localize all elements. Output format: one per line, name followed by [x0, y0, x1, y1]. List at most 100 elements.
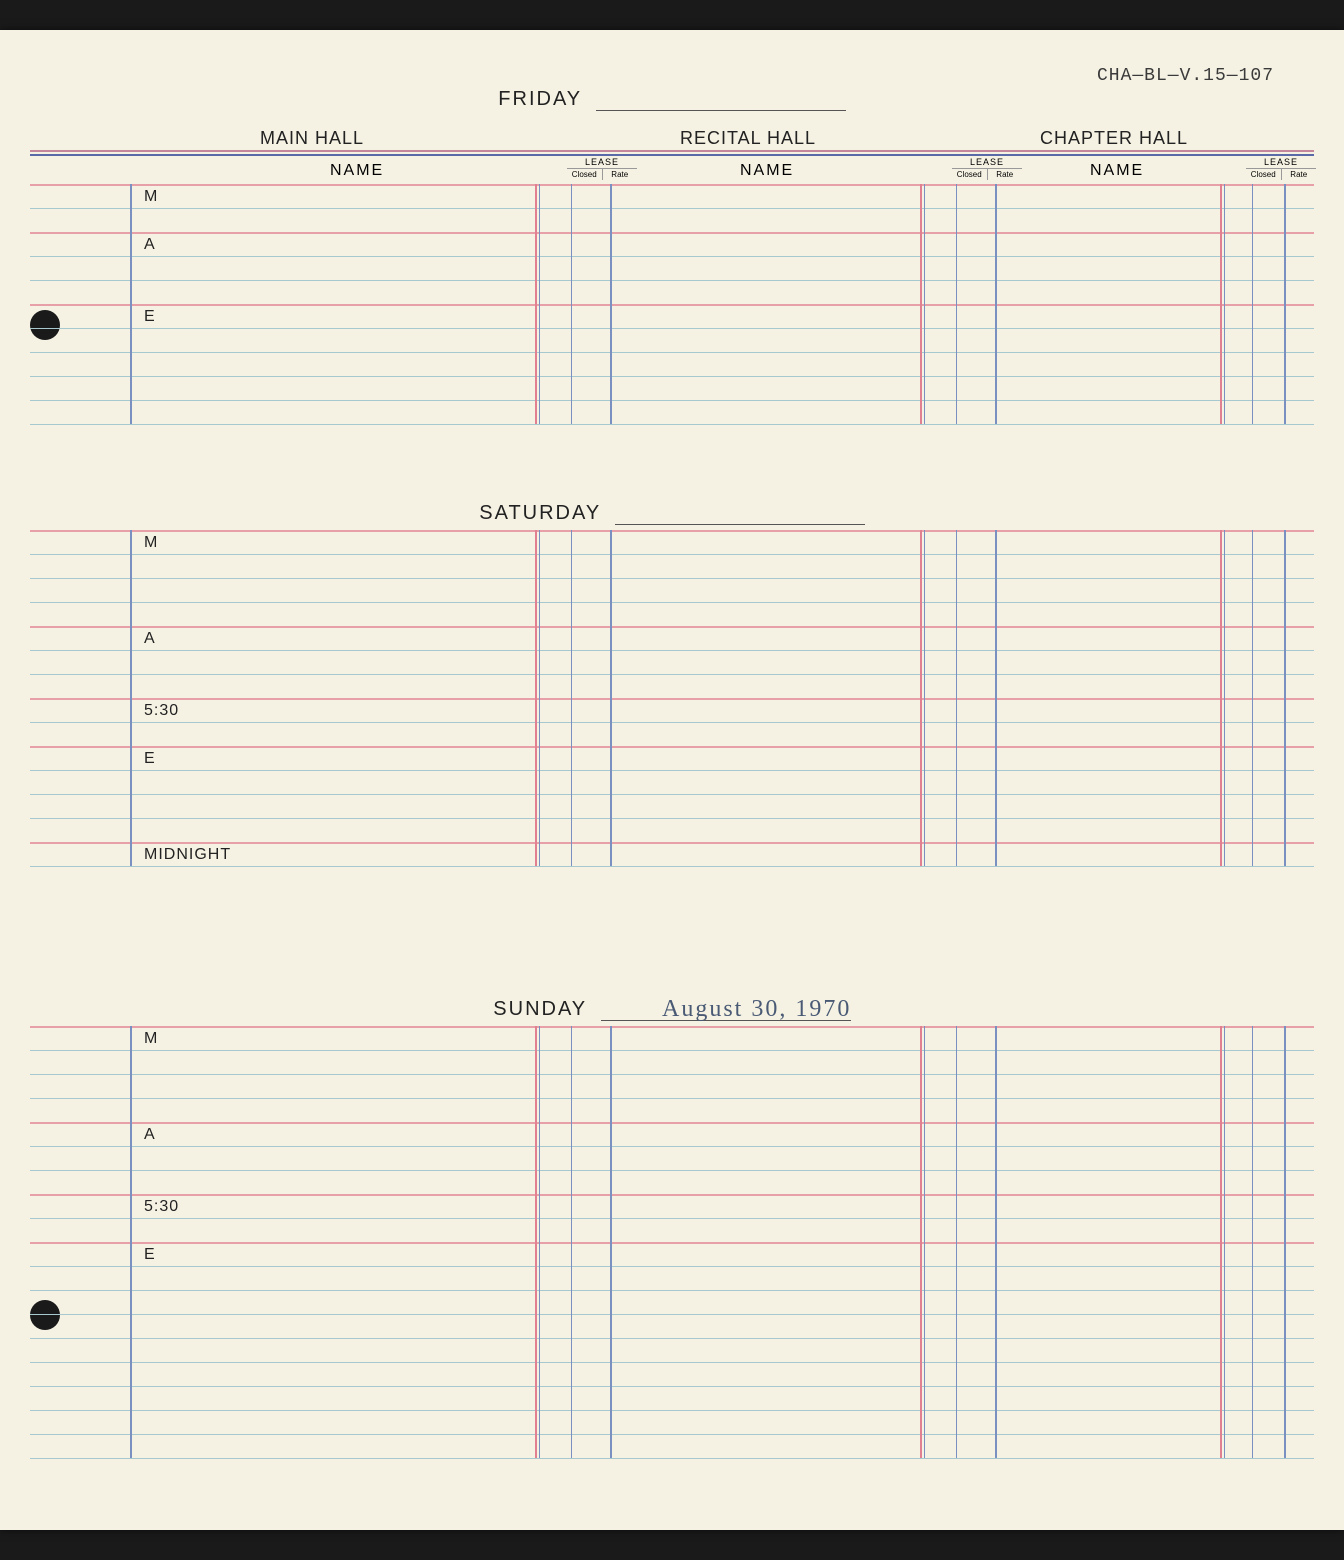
lines-area: M A 5:30 E MIDNIGHT — [30, 530, 1314, 866]
time-label-five_thirty: 5:30 — [144, 702, 179, 720]
hline — [30, 650, 1314, 651]
vline — [610, 1026, 612, 1458]
vline — [571, 184, 572, 424]
vline — [535, 530, 537, 866]
lines-area: MA5:30E — [30, 1026, 1314, 1458]
hline — [30, 602, 1314, 603]
hline — [30, 400, 1314, 401]
day-label: SATURDAY — [479, 502, 601, 525]
name-header: NAME — [330, 162, 384, 180]
ledger-block-sunday: MA5:30E — [30, 1026, 1314, 1458]
time-label-five_thirty: 5:30 — [144, 1198, 179, 1216]
ledger-block-saturday: M A 5:30 E MIDNIGHT — [30, 530, 1314, 866]
name-header: NAME — [740, 162, 794, 180]
hline — [30, 424, 1314, 425]
hline — [30, 352, 1314, 353]
hline — [30, 208, 1314, 209]
hline — [30, 1146, 1314, 1147]
vline — [610, 184, 612, 424]
vline — [535, 1026, 537, 1458]
vline — [1284, 1026, 1286, 1458]
handwritten-date: August 30, 1970 — [662, 996, 851, 1023]
vline — [1252, 184, 1253, 424]
day-title-sunday: SUNDAY August 30, 1970 — [0, 998, 1344, 1021]
lease-header: LEASE ClosedRate — [1246, 156, 1316, 184]
hline — [30, 1290, 1314, 1291]
time-label-m: M — [144, 188, 158, 206]
hline — [30, 1266, 1314, 1267]
column-header-row: NAME LEASE ClosedRate NAME LEASE ClosedR… — [30, 156, 1314, 184]
hall-header-main: MAIN HALL — [260, 128, 364, 149]
vline — [130, 530, 132, 866]
vline — [1220, 530, 1222, 866]
vline — [1252, 1026, 1253, 1458]
lease-header: LEASE ClosedRate — [952, 156, 1022, 184]
hline — [30, 280, 1314, 281]
time-label-m: M — [144, 534, 158, 552]
vline — [539, 1026, 540, 1458]
vline — [1220, 184, 1222, 424]
vline — [1284, 184, 1286, 424]
hline — [30, 770, 1314, 771]
vline — [995, 530, 997, 866]
vline — [920, 1026, 922, 1458]
hline — [30, 256, 1314, 257]
time-label-midnight: MIDNIGHT — [144, 846, 231, 864]
time-label-e: E — [144, 308, 156, 326]
time-label-m: M — [144, 1030, 158, 1048]
hline — [30, 674, 1314, 675]
vline — [924, 1026, 925, 1458]
hline — [30, 1218, 1314, 1219]
name-header: NAME — [1090, 162, 1144, 180]
vline — [1224, 184, 1225, 424]
day-title-friday: FRIDAY — [0, 88, 1344, 111]
vline — [924, 184, 925, 424]
hline — [30, 1458, 1314, 1459]
underline — [596, 97, 846, 111]
hline — [30, 1050, 1314, 1051]
hline — [30, 818, 1314, 819]
hline — [30, 554, 1314, 555]
corner-annotation: CHA—BL—V.15—107 — [1097, 66, 1274, 86]
hall-header-chapter: CHAPTER HALL — [1040, 128, 1188, 149]
hline — [30, 1074, 1314, 1075]
vline — [539, 530, 540, 866]
hline — [30, 578, 1314, 579]
vline — [610, 530, 612, 866]
vline — [1224, 1026, 1225, 1458]
vline — [539, 184, 540, 424]
vline — [956, 184, 957, 424]
vline — [1252, 530, 1253, 866]
hline — [30, 1338, 1314, 1339]
vline — [571, 530, 572, 866]
time-label-a: A — [144, 236, 156, 254]
hline — [30, 1362, 1314, 1363]
lines-area: M A E — [30, 184, 1314, 424]
vline — [1224, 530, 1225, 866]
time-label-a: A — [144, 1126, 156, 1144]
hline — [30, 1434, 1314, 1435]
vline — [995, 1026, 997, 1458]
vline — [1220, 1026, 1222, 1458]
day-label: SUNDAY — [493, 998, 587, 1021]
hline — [30, 866, 1314, 867]
vline — [571, 1026, 572, 1458]
lease-header: LEASE ClosedRate — [567, 156, 637, 184]
hline — [30, 1410, 1314, 1411]
vline — [130, 184, 132, 424]
vline — [1284, 530, 1286, 866]
vline — [956, 530, 957, 866]
day-title-saturday: SATURDAY — [0, 502, 1344, 525]
hline — [30, 1314, 1314, 1315]
time-label-a: A — [144, 630, 156, 648]
vline — [920, 184, 922, 424]
ledger-block-friday: NAME LEASE ClosedRate NAME LEASE ClosedR… — [30, 150, 1314, 424]
hline — [30, 1098, 1314, 1099]
vline — [920, 530, 922, 866]
hline — [30, 794, 1314, 795]
vline — [956, 1026, 957, 1458]
time-label-e: E — [144, 750, 156, 768]
day-label: FRIDAY — [498, 88, 582, 111]
hline — [30, 1170, 1314, 1171]
hline — [30, 376, 1314, 377]
